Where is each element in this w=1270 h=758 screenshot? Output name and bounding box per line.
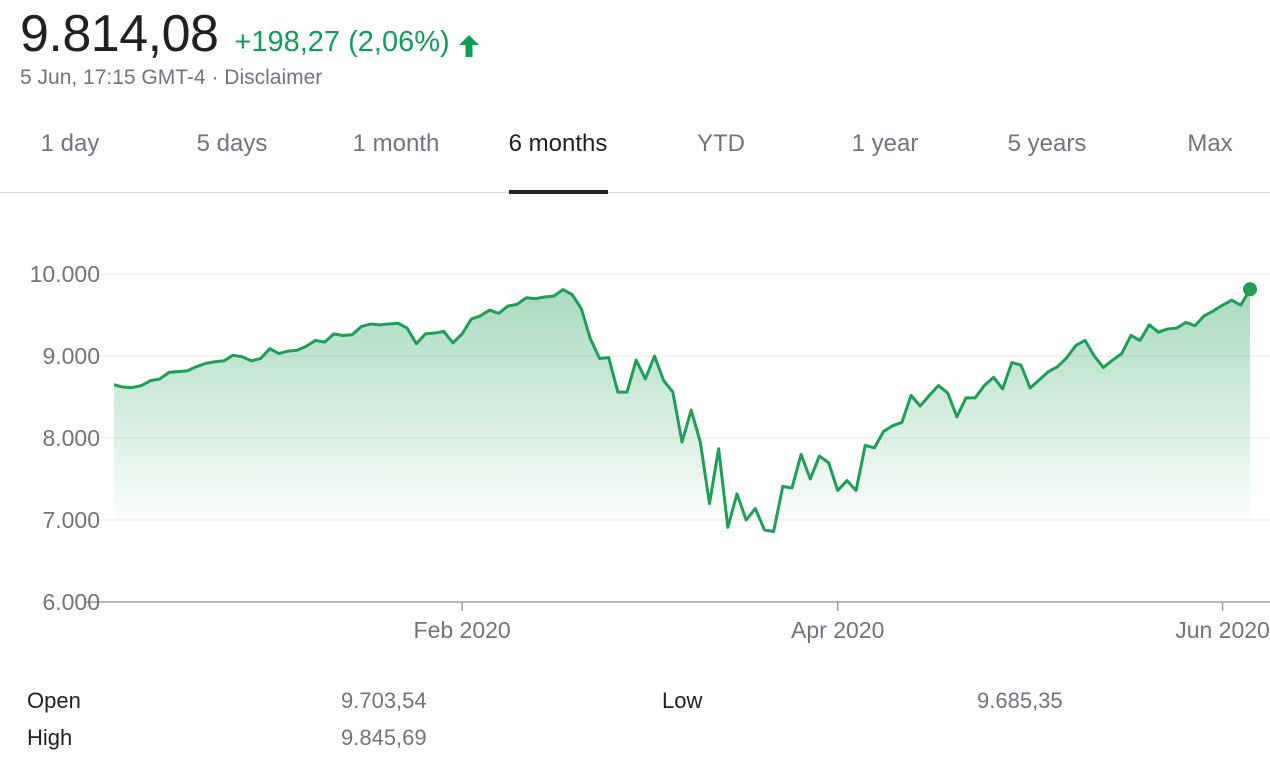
price-area-fill	[114, 289, 1250, 532]
low-label: Low	[662, 688, 703, 713]
x-tick-label: Feb 2020	[414, 617, 511, 643]
price-change-text: +198,27 (2,06%)	[234, 26, 450, 58]
high-label: High	[27, 725, 73, 750]
y-tick-label: 8.000	[42, 425, 100, 451]
tab-1-day[interactable]: 1 day	[40, 130, 100, 157]
price-line	[113, 288, 1252, 533]
low-value: 9.685,35	[977, 688, 1063, 713]
current-price: 9.814,08	[20, 5, 219, 63]
last-price-marker	[1243, 282, 1257, 297]
y-tick-label: 7.000	[42, 507, 100, 533]
price-change: +198,27 (2,06%)	[234, 26, 479, 59]
quote-timestamp: 5 Jun, 17:15 GMT-4	[20, 66, 206, 89]
tab-1-year[interactable]: 1 year	[851, 130, 919, 157]
open-label: Open	[27, 688, 81, 713]
tab-max[interactable]: Max	[1187, 130, 1233, 157]
price-chart[interactable]: 10.000 9.000 8.000 7.000 6.000 Feb 2020 Apr 20…	[0, 0, 1270, 680]
high-value: 9.845,69	[341, 725, 427, 750]
y-tick-label: 6.000	[42, 589, 100, 615]
quote-subline: 5 Jun, 17:15 GMT-4 · Disclaimer	[20, 66, 480, 90]
tab-ytd[interactable]: YTD	[697, 130, 745, 157]
range-tabs: 1 day 5 days 1 month 6 months YTD 1 year…	[0, 118, 1270, 194]
tab-6-months[interactable]: 6 months	[508, 130, 608, 157]
y-tick-label: 9.000	[42, 343, 100, 369]
disclaimer-link[interactable]: Disclaimer	[224, 66, 323, 89]
open-value: 9.703,54	[341, 688, 427, 713]
tab-5-days[interactable]: 5 days	[196, 130, 268, 157]
active-tab-indicator	[509, 190, 608, 194]
tab-5-years[interactable]: 5 years	[1007, 130, 1087, 157]
x-tick-label: Apr 2020	[791, 617, 884, 643]
y-tick-label: 10.000	[30, 261, 100, 287]
quote-header: 9.814,08 +198,27 (2,06%) 5 Jun, 17:15 GM…	[20, 4, 480, 90]
tab-1-month[interactable]: 1 month	[352, 130, 440, 157]
price-row: 9.814,08 +198,27 (2,06%)	[20, 4, 480, 64]
x-tick-label: Jun 2020	[1175, 617, 1270, 643]
arrow-up-icon	[458, 33, 480, 57]
subline-separator: ·	[211, 66, 219, 89]
